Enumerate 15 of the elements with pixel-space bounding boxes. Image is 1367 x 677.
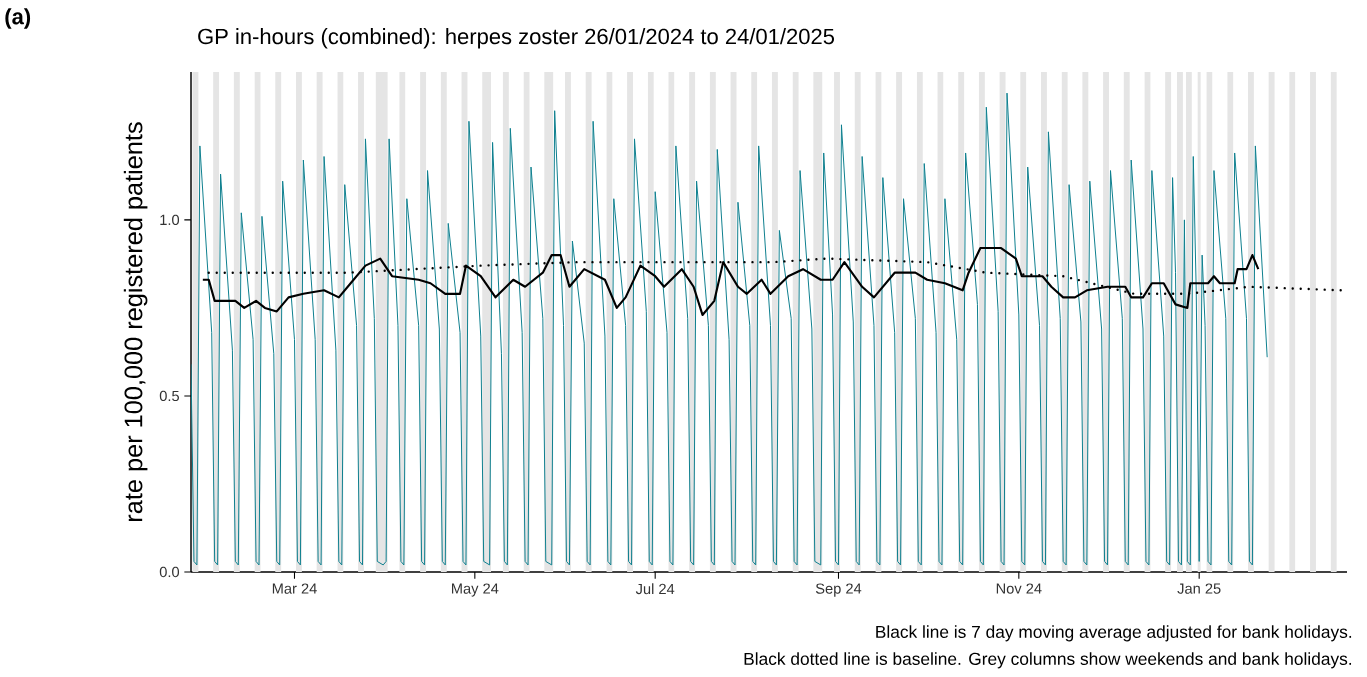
chart-title: GP in-hours (combined): herpes zoster 26/01/2024 to 24/01/2025 (198, 28, 835, 49)
x-tick-label: Jul 24 (635, 583, 675, 595)
x-tick-label: Nov 24 (996, 583, 1042, 594)
x-tick-label: Jan 25 (1177, 583, 1221, 594)
x-tick-label: May 24 (452, 583, 499, 597)
line-series (191, 92, 1268, 566)
y-axis-title: rate per 100,000 registered patients (123, 122, 148, 521)
y-tick-label: 0.0 (159, 566, 180, 578)
text: (a) (5, 8, 31, 29)
x-tick-label: Sep 24 (815, 583, 862, 597)
y-tick-label: 1.0 (160, 214, 180, 226)
text: Black line is 7 day moving average adjusted for bank holidays. (876, 625, 1352, 642)
text: Black dotted line is baseline. Grey columns show weekends and bank holidays. (744, 652, 1352, 669)
x-tick-label: Mar 24 (272, 583, 317, 594)
y-tick-label: 0.5 (159, 390, 179, 402)
